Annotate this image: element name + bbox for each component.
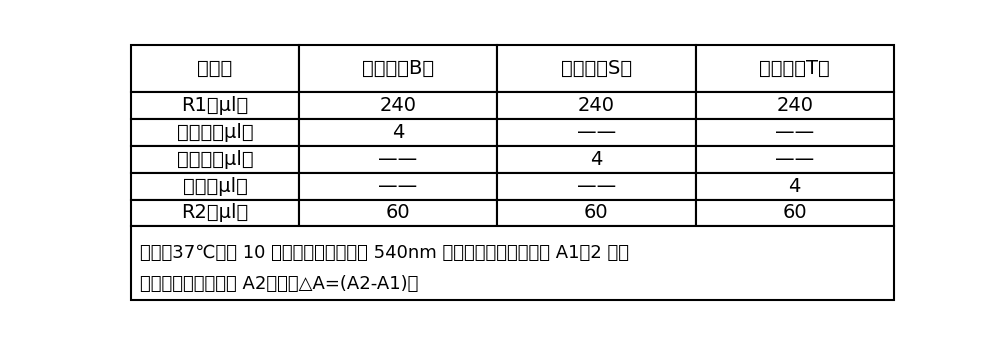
Text: ——: —— xyxy=(775,150,814,169)
Bar xyxy=(131,92,299,119)
Text: 样品管（T）: 样品管（T） xyxy=(759,59,830,78)
Text: 样品（μl）: 样品（μl） xyxy=(183,176,248,196)
Bar xyxy=(299,199,497,226)
Bar xyxy=(131,45,299,92)
Bar xyxy=(696,119,894,146)
Bar xyxy=(131,199,299,226)
Text: 60: 60 xyxy=(584,203,609,222)
Bar xyxy=(299,119,497,146)
Text: 4: 4 xyxy=(788,176,801,196)
Bar xyxy=(497,199,696,226)
Text: ——: —— xyxy=(775,123,814,142)
Text: ——: —— xyxy=(378,150,418,169)
Bar xyxy=(497,173,696,199)
Bar xyxy=(497,146,696,173)
Bar xyxy=(299,173,497,199)
Bar xyxy=(299,92,497,119)
Bar xyxy=(497,119,696,146)
Bar xyxy=(299,146,497,173)
Bar xyxy=(696,199,894,226)
Bar xyxy=(696,146,894,173)
Text: 蠹馏水（μl）: 蠹馏水（μl） xyxy=(177,123,253,142)
Text: 60: 60 xyxy=(782,203,807,222)
Text: 4: 4 xyxy=(590,150,603,169)
Text: 240: 240 xyxy=(578,96,615,115)
Text: R1（μl）: R1（μl） xyxy=(181,96,249,115)
Bar xyxy=(696,173,894,199)
Bar xyxy=(131,119,299,146)
Text: 校准管（S）: 校准管（S） xyxy=(561,59,632,78)
Text: 加入物: 加入物 xyxy=(197,59,233,78)
Text: 后读取第二点吸光度 A2，计算△A=(A2-A1)。: 后读取第二点吸光度 A2，计算△A=(A2-A1)。 xyxy=(140,275,419,293)
Bar xyxy=(299,45,497,92)
Bar xyxy=(696,45,894,92)
Bar xyxy=(696,92,894,119)
Text: ——: —— xyxy=(378,176,418,196)
Text: 60: 60 xyxy=(386,203,410,222)
Bar xyxy=(131,173,299,199)
Text: 校准品（μl）: 校准品（μl） xyxy=(177,150,253,169)
Text: 4: 4 xyxy=(392,123,404,142)
Text: ——: —— xyxy=(577,176,616,196)
Bar xyxy=(497,45,696,92)
Bar xyxy=(131,146,299,173)
Bar xyxy=(497,92,696,119)
Bar xyxy=(131,226,894,300)
Text: 空白管（B）: 空白管（B） xyxy=(362,59,434,78)
Text: 240: 240 xyxy=(776,96,813,115)
Text: R2（μl）: R2（μl） xyxy=(181,203,249,222)
Text: ——: —— xyxy=(577,123,616,142)
Text: 混匀，37℃预温 10 秒钟后，在测定波长 540nm 下，读取第一点吸光度 A1，2 分钟: 混匀，37℃预温 10 秒钟后，在测定波长 540nm 下，读取第一点吸光度 A… xyxy=(140,244,630,262)
Text: 240: 240 xyxy=(380,96,417,115)
